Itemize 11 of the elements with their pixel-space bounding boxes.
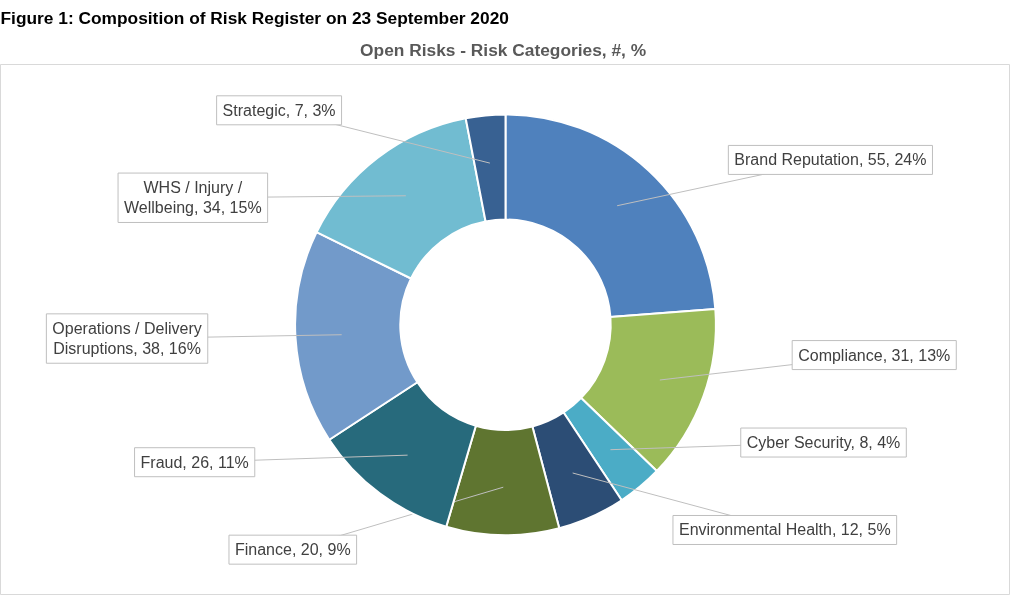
- slice-label: Fraud, 26, 11%: [140, 453, 249, 471]
- slice-label: WHS / Injury / Wellbeing, 34, 15%: [124, 179, 262, 217]
- chart-title: Open Risks - Risk Categories, #, %: [360, 39, 647, 60]
- slice-label: Compliance, 31, 13%: [798, 346, 951, 364]
- caption: Figure 1: Composition of Risk Register on 23 September 2020: [0, 7, 509, 28]
- slice-label: Strategic, 7, 3%: [222, 101, 336, 119]
- slice-label: Operations / Delivery Disruptions, 38, 16%: [52, 319, 202, 358]
- slice-label: Finance, 20, 9%: [234, 541, 351, 559]
- slice-label: Brand Reputation, 55, 24%: [734, 151, 927, 169]
- slice-label: Environmental Health, 12, 5%: [678, 521, 891, 539]
- slice-label: Cyber Security, 8, 4%: [746, 434, 901, 452]
